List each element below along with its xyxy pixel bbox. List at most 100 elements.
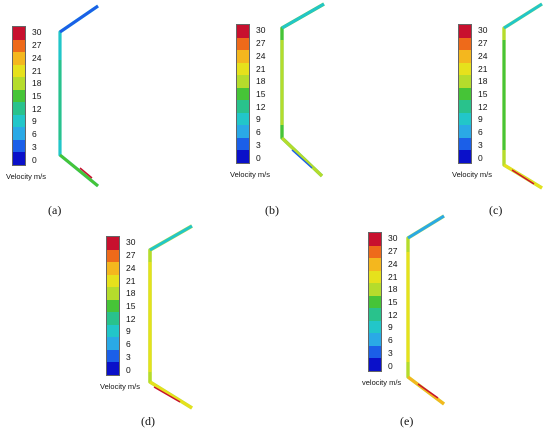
duct-geometry-c [502, 2, 543, 190]
legend-tick-label: 9 [32, 116, 37, 127]
legend-tick-label: 6 [126, 339, 131, 350]
legend-tick-label: 30 [388, 233, 398, 244]
legend-tick-label: 12 [388, 309, 398, 320]
legend-tick-label: 24 [32, 52, 42, 63]
color-legend-d: 30 27 24 21 18 15 12 9 6 3 0 Velocity m/s [100, 236, 186, 411]
legend-color-segment [107, 324, 119, 338]
legend-color-segment [237, 112, 249, 126]
legend-tick-label: 21 [478, 63, 488, 74]
legend-tick-label: 15 [32, 91, 42, 101]
legend-color-segment [459, 112, 471, 126]
legend-tick-label: 24 [478, 50, 488, 61]
legend-tick-label: 30 [32, 27, 42, 38]
legend-tick-label: 18 [126, 288, 136, 299]
legend-tick-label: 9 [478, 114, 483, 125]
legend-tick-label: 12 [256, 101, 266, 112]
legend-tick-label: 21 [32, 65, 42, 76]
legend-unit-label: Velocity m/s [230, 170, 271, 179]
legend-unit-label: velocity m/s [362, 378, 402, 387]
legend-tick-label: 21 [256, 63, 266, 74]
legend-tick-label: 0 [478, 152, 483, 163]
legend-color-segment [107, 362, 119, 375]
caption-d: (d) [141, 414, 155, 428]
legend-color-segment [369, 358, 381, 371]
legend-tick-label: 18 [388, 284, 398, 295]
legend-tick-label: 6 [478, 127, 483, 138]
legend-color-segment [237, 87, 249, 101]
legend-color-segment [107, 249, 119, 263]
legend-color-segment [459, 125, 471, 138]
duct-geometry-a [58, 4, 100, 188]
color-legend-c: 30 27 24 21 18 15 12 9 6 3 0 Velocity m/s [452, 24, 538, 199]
legend-tick-label: 30 [126, 237, 136, 248]
legend-tick-label: 15 [388, 297, 398, 307]
legend-color-segment [369, 258, 381, 271]
legend-tick-label: 27 [256, 38, 266, 49]
legend-color-segment [237, 25, 249, 38]
legend-unit-label: Velocity m/s [100, 382, 141, 391]
legend-tick-label: 21 [388, 271, 398, 282]
legend-tick-label: 3 [256, 139, 261, 150]
legend-color-segment [369, 233, 381, 246]
legend-color-segment [369, 245, 381, 259]
legend-color-segment [459, 50, 471, 63]
legend-unit-label: Velocity m/s [452, 170, 493, 179]
legend-color-segment [369, 320, 381, 334]
legend-color-segment [13, 39, 25, 53]
legend-color-bar [106, 236, 120, 376]
legend-tick-label: 15 [126, 301, 136, 311]
legend-tick-label: 27 [388, 246, 398, 257]
legend-tick-label: 0 [388, 360, 393, 371]
caption-c: (c) [489, 203, 503, 217]
legend-tick-label: 27 [478, 38, 488, 49]
legend-color-segment [13, 127, 25, 140]
legend-tick-label: 24 [388, 258, 398, 269]
legend-tick-label: 0 [32, 154, 37, 165]
legend-unit-label: Velocity m/s [6, 172, 47, 181]
legend-color-segment [369, 308, 381, 321]
legend-tick-label: 27 [126, 250, 136, 261]
legend-color-segment [459, 137, 471, 151]
legend-color-segment [13, 89, 25, 103]
legend-tick-label: 12 [126, 313, 136, 324]
legend-tick-label: 3 [478, 139, 483, 150]
legend-color-segment [13, 139, 25, 153]
legend-color-segment [237, 150, 249, 163]
legend-tick-label: 30 [256, 25, 266, 36]
legend-color-segment [13, 77, 25, 90]
legend-color-segment [13, 102, 25, 115]
legend-color-segment [107, 287, 119, 300]
legend-tick-label: 18 [32, 78, 42, 89]
legend-color-segment [237, 37, 249, 51]
legend-color-segment [459, 25, 471, 38]
caption-a: (a) [48, 203, 62, 217]
legend-color-segment [107, 274, 119, 288]
legend-color-segment [237, 62, 249, 76]
legend-tick-label: 3 [126, 351, 131, 362]
legend-tick-label: 6 [256, 127, 261, 138]
legend-color-segment [459, 150, 471, 163]
legend-tick-label: 18 [478, 76, 488, 87]
legend-color-bar [12, 26, 26, 166]
legend-color-segment [237, 50, 249, 63]
color-legend-a: 30 27 24 21 18 15 12 9 6 3 0 Velocity m/s [6, 26, 92, 201]
legend-color-segment [369, 295, 381, 309]
legend-color-segment [459, 87, 471, 101]
legend-tick-label: 6 [32, 129, 37, 140]
legend-color-segment [237, 100, 249, 113]
legend-color-segment [369, 345, 381, 359]
legend-tick-label: 0 [126, 364, 131, 375]
legend-color-segment [369, 283, 381, 296]
legend-color-segment [107, 312, 119, 325]
legend-tick-label: 3 [32, 141, 37, 152]
caption-e: (e) [400, 414, 414, 428]
legend-tick-label: 27 [32, 40, 42, 51]
legend-tick-label: 24 [256, 50, 266, 61]
legend-tick-label: 24 [126, 262, 136, 273]
legend-color-segment [369, 333, 381, 346]
legend-color-segment [459, 75, 471, 88]
legend-color-segment [237, 75, 249, 88]
legend-tick-label: 12 [478, 101, 488, 112]
legend-color-bar [368, 232, 382, 372]
legend-tick-label: 18 [256, 76, 266, 87]
